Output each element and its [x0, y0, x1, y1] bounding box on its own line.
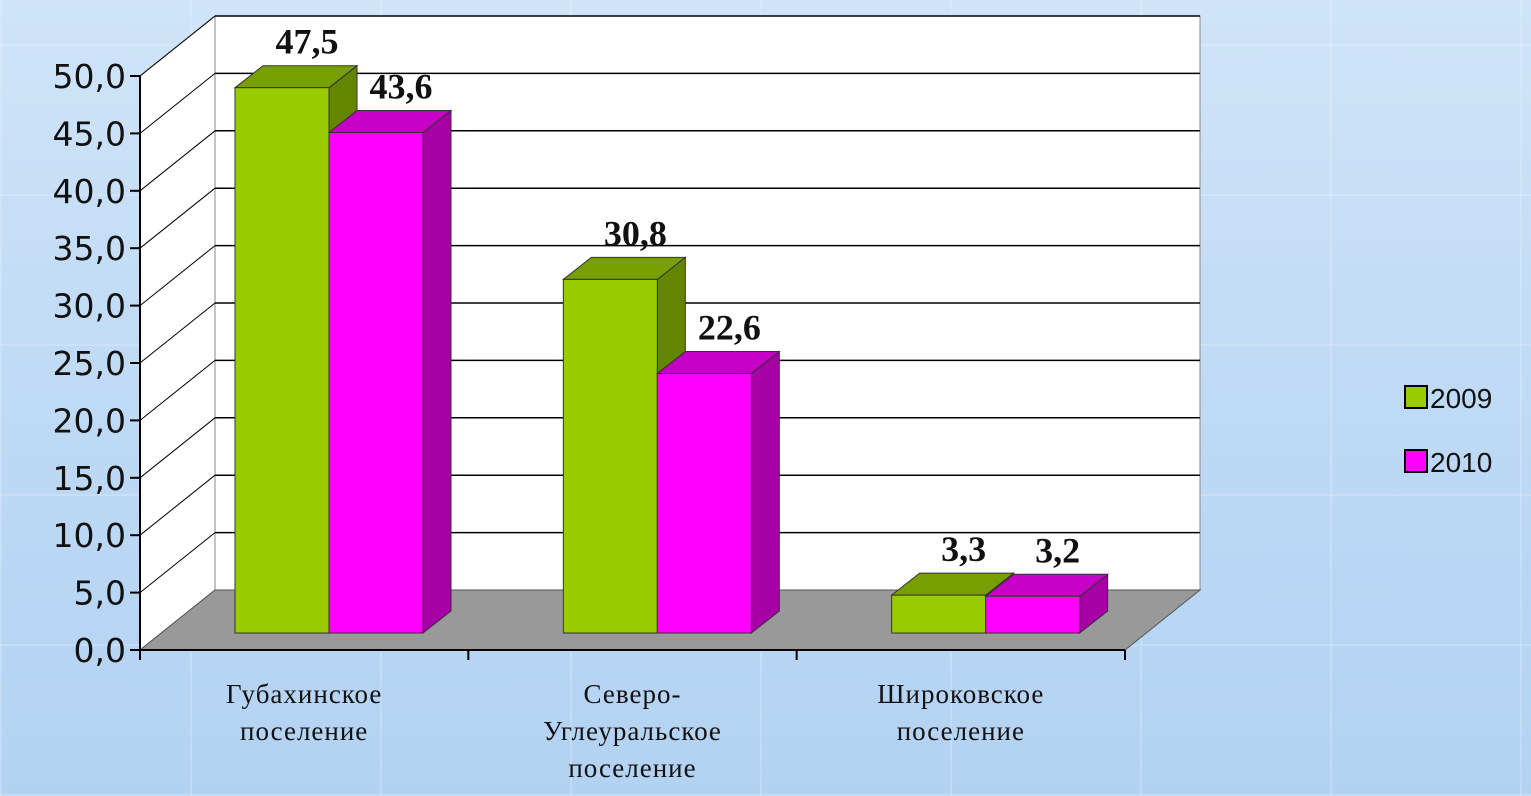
bar	[234, 87, 330, 634]
y-tick-label: 40,0	[53, 172, 126, 211]
value-label: 30,8	[604, 213, 667, 253]
bar-side	[422, 109, 452, 635]
legend-swatch	[1404, 385, 1428, 409]
value-label: 3,3	[941, 529, 986, 569]
legend-label: 2010	[1430, 447, 1492, 478]
x-tick-label: поселение	[240, 716, 368, 746]
y-tick-label: 0,0	[74, 631, 126, 670]
bar	[891, 594, 987, 634]
y-tick-label: 30,0	[53, 287, 126, 326]
grid-line-side	[139, 302, 216, 364]
x-tick-label: Губахинское	[226, 679, 382, 709]
x-tick-label: Северо-	[584, 679, 682, 709]
bar	[985, 595, 1081, 634]
bar	[328, 131, 424, 634]
grid-line-side	[139, 417, 216, 479]
y-tick-label: 10,0	[53, 516, 126, 555]
bar-side	[750, 350, 780, 635]
grid-line-side	[139, 360, 216, 421]
grid-line-side	[139, 245, 216, 306]
grid-line-side	[139, 532, 216, 593]
legend-label: 2009	[1430, 383, 1492, 414]
x-tick-label: Углеуральское	[543, 716, 722, 746]
legend-swatch	[1404, 449, 1428, 473]
y-tick-label: 20,0	[53, 401, 126, 440]
y-tick-label: 25,0	[53, 344, 126, 383]
y-tick-label: 35,0	[53, 229, 126, 268]
value-label: 3,2	[1035, 530, 1080, 570]
grid-line-side	[139, 130, 216, 192]
value-label: 47,5	[276, 22, 339, 62]
grid-line-side	[139, 187, 216, 249]
x-tick-label: поселение	[897, 716, 1025, 746]
bar	[562, 278, 658, 634]
y-tick-label: 15,0	[53, 459, 126, 498]
value-label: 22,6	[698, 308, 761, 348]
grid-line-side	[139, 73, 216, 134]
x-tick-label: поселение	[568, 753, 696, 783]
y-tick-label: 5,0	[74, 574, 126, 613]
y-tick-label: 45,0	[53, 114, 126, 153]
grid-line-side	[139, 474, 216, 536]
grid-line-side	[139, 15, 216, 77]
value-label: 43,6	[370, 66, 433, 106]
bar	[656, 373, 752, 634]
x-tick-label: Широковское	[877, 679, 1044, 709]
y-tick-label: 50,0	[53, 57, 126, 96]
